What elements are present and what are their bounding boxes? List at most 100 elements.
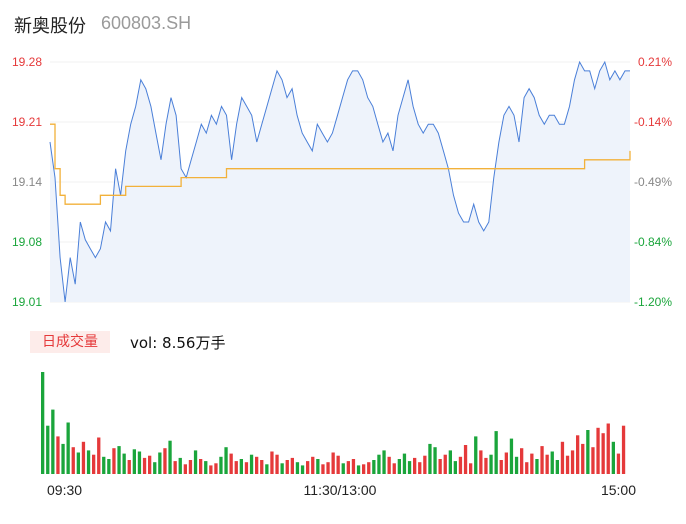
price-area-fill <box>50 62 630 302</box>
volume-bar <box>448 450 452 474</box>
volume-bar <box>290 457 294 474</box>
volume-bar <box>260 460 264 474</box>
volume-bar <box>356 465 361 474</box>
volume-bar <box>433 447 437 474</box>
volume-bar <box>509 438 514 474</box>
volume-bar <box>316 459 320 474</box>
volume-bar <box>255 456 259 474</box>
volume-bar <box>570 450 575 474</box>
volume-bar <box>234 461 238 474</box>
volume-bar <box>382 450 386 474</box>
volume-bar <box>214 463 218 474</box>
volume-bar <box>341 463 345 474</box>
volume-bar <box>107 459 111 474</box>
volume-bar <box>367 462 371 474</box>
volume-bar <box>484 457 488 474</box>
volume-bar <box>102 456 106 474</box>
volume-bar <box>407 461 412 474</box>
volume-bar <box>494 431 498 474</box>
price-tick-4: 19.01 <box>12 295 42 309</box>
volume-bar <box>81 441 86 474</box>
volume-bar <box>311 456 315 474</box>
pct-tick-4: -1.20% <box>634 295 672 309</box>
volume-bar <box>66 422 70 474</box>
volume-bar <box>158 452 162 474</box>
stock-name: 新奥股份 <box>14 16 86 37</box>
volume-bar <box>596 427 600 474</box>
volume-bar <box>463 445 468 474</box>
pct-tick-3: -0.84% <box>634 235 672 249</box>
time-tick-open: 09:30 <box>47 482 82 498</box>
volume-bar <box>112 448 116 474</box>
volume-bar <box>474 436 478 474</box>
volume-bar <box>97 437 101 474</box>
volume-bar <box>209 465 213 474</box>
volume-bar <box>265 464 269 474</box>
volume-bar <box>581 443 585 474</box>
volume-bar <box>295 462 300 474</box>
volume-bar <box>560 441 565 474</box>
volume-bar <box>601 433 605 474</box>
volume-bar <box>117 446 121 474</box>
volume-bar <box>438 459 442 474</box>
volume-bar <box>479 450 483 474</box>
volume-bar <box>535 459 539 474</box>
volume-bar <box>520 448 524 474</box>
volume-bar <box>565 455 570 474</box>
volume-bar <box>188 460 193 474</box>
volume-bar <box>621 425 626 474</box>
volume-bar <box>285 460 289 474</box>
volume-bar <box>504 452 508 474</box>
volume-bar <box>586 430 590 474</box>
pct-tick-1: -0.14% <box>634 115 672 129</box>
volume-bar <box>616 453 621 474</box>
volume-bar <box>168 440 172 474</box>
volume-bar <box>443 454 447 474</box>
volume-bar <box>514 456 519 474</box>
volume-bar <box>183 464 187 474</box>
volume-bar <box>46 425 50 474</box>
volume-bar <box>127 460 131 474</box>
volume-bar <box>229 453 233 474</box>
volume-bar <box>204 461 208 474</box>
pct-tick-0: 0.21% <box>638 55 672 69</box>
volume-bar <box>453 461 457 474</box>
volume-bar <box>199 459 203 474</box>
volume-bar <box>270 451 274 474</box>
volume-bar <box>550 451 554 474</box>
price-line <box>49 60 630 303</box>
volume-bar <box>530 453 534 474</box>
volume-bar <box>153 462 157 474</box>
volume-bar <box>244 462 249 474</box>
volume-bar <box>525 462 529 474</box>
volume-bar <box>280 463 284 474</box>
volume-bar <box>173 461 177 474</box>
volume-bar <box>275 454 279 474</box>
volume-bar <box>489 454 493 474</box>
price-tick-3: 19.08 <box>12 235 42 249</box>
volume-bar <box>351 459 356 474</box>
volume-bar <box>331 452 335 474</box>
volume-bar <box>300 465 305 474</box>
volume-bar <box>336 455 340 474</box>
volume-bar <box>362 464 366 474</box>
volume-bar <box>142 457 147 474</box>
volume-bar <box>611 441 615 474</box>
volume-bar <box>306 461 310 474</box>
volume-bar <box>76 452 80 474</box>
time-tick-close: 15:00 <box>601 482 636 498</box>
volume-bar <box>499 460 503 474</box>
volume-bar <box>392 463 396 474</box>
volume-bar <box>122 453 126 474</box>
volume-bar <box>51 409 55 474</box>
daily-volume-badge[interactable]: 日成交量 <box>30 331 110 353</box>
volume-bar <box>387 456 391 474</box>
volume-bar <box>423 455 427 474</box>
volume-bar <box>397 459 401 474</box>
volume-bar <box>137 451 142 474</box>
average-price-line <box>50 123 631 205</box>
price-tick-2: 19.14 <box>12 175 42 189</box>
volume-bar <box>178 457 182 474</box>
volume-bar <box>377 454 381 474</box>
